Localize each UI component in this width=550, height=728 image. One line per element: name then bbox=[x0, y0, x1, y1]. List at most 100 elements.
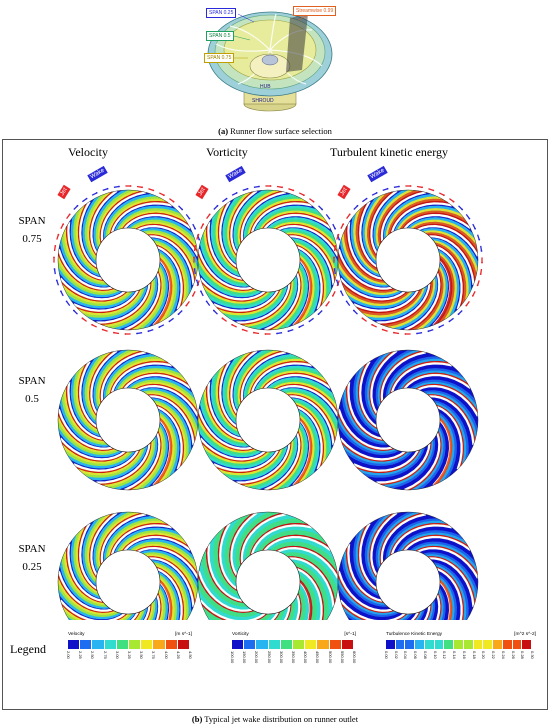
contour-disk bbox=[337, 349, 479, 491]
legend-tick-label: 100.00 bbox=[230, 651, 235, 664]
contour-band bbox=[158, 590, 164, 620]
runner-3d-illustration bbox=[207, 11, 333, 112]
contour-band bbox=[233, 350, 269, 411]
blade-edge bbox=[216, 289, 281, 314]
contour-band bbox=[158, 587, 166, 620]
legend-tick-label: 0.28 bbox=[520, 651, 526, 659]
row-label-span-05-l1: SPAN bbox=[18, 375, 46, 387]
contour-band bbox=[256, 530, 325, 552]
blade-edge bbox=[296, 566, 325, 620]
blade bbox=[370, 350, 398, 414]
blade-edge bbox=[249, 201, 308, 234]
contour-band bbox=[438, 409, 460, 477]
colorbar-cell bbox=[141, 640, 154, 649]
blade-edge bbox=[427, 234, 476, 281]
blade bbox=[376, 443, 431, 484]
blade bbox=[156, 406, 183, 470]
contour-band bbox=[287, 601, 294, 620]
blade-edge bbox=[275, 545, 338, 574]
blade bbox=[197, 570, 253, 612]
blade-edge bbox=[109, 201, 168, 234]
hub-hole bbox=[95, 227, 161, 293]
hub-hole bbox=[95, 549, 161, 615]
legend-tick-label: 0.24 bbox=[500, 651, 506, 659]
contour-band bbox=[158, 409, 180, 477]
rim-arrow-head bbox=[416, 332, 418, 335]
contour-band bbox=[202, 443, 270, 464]
contour-band bbox=[62, 443, 130, 464]
legend-tick-label: 0.08 bbox=[422, 651, 428, 659]
blade bbox=[155, 594, 161, 620]
contour-band bbox=[338, 426, 402, 457]
contour-band bbox=[64, 289, 133, 306]
contour-band bbox=[93, 512, 129, 573]
blade bbox=[137, 224, 199, 257]
blade-edge bbox=[337, 413, 395, 451]
rim-arrow-head bbox=[194, 245, 197, 247]
blade-edge bbox=[201, 442, 268, 462]
contour-band bbox=[342, 283, 410, 304]
blade bbox=[73, 449, 139, 472]
blade bbox=[390, 202, 452, 233]
rim-arrow-head bbox=[129, 185, 132, 187]
contour-band bbox=[82, 355, 100, 424]
blade bbox=[435, 594, 441, 620]
contour-band bbox=[298, 414, 315, 484]
blade-edge bbox=[147, 234, 196, 281]
colorbar-cell bbox=[473, 640, 484, 649]
contour-band bbox=[93, 350, 129, 411]
contour-band bbox=[77, 288, 143, 316]
contour-band bbox=[210, 534, 241, 599]
column-header-tke: Turbulent kinetic energy bbox=[330, 145, 448, 159]
blade bbox=[123, 213, 191, 229]
contour-band bbox=[269, 428, 304, 490]
blade bbox=[59, 437, 126, 461]
rim-arrow-head bbox=[298, 326, 301, 328]
legend-tick-label: 200.00 bbox=[254, 651, 260, 664]
contour-band bbox=[437, 569, 462, 620]
colorbar-cell bbox=[153, 640, 166, 649]
blade bbox=[100, 513, 147, 564]
blade bbox=[370, 190, 398, 254]
contour-band bbox=[58, 426, 122, 457]
rim-arrow-head bbox=[432, 189, 435, 192]
blade bbox=[296, 406, 323, 470]
blade bbox=[263, 213, 331, 229]
contour-band bbox=[67, 291, 136, 309]
contour-band bbox=[294, 242, 327, 306]
contour-band bbox=[158, 249, 180, 317]
rim-arrow-head bbox=[68, 213, 71, 216]
blade bbox=[79, 522, 98, 590]
blade-edge bbox=[409, 270, 442, 331]
contour-band bbox=[73, 368, 100, 435]
rim-arrow-head bbox=[191, 295, 194, 297]
contour-band bbox=[70, 534, 101, 599]
rim-arrow-head bbox=[325, 304, 328, 307]
contour-band bbox=[198, 582, 260, 617]
rim-arrow-head bbox=[212, 309, 215, 312]
rim-arrow-head bbox=[72, 309, 75, 312]
rim-arrow-head bbox=[198, 238, 201, 241]
row-label-span-075: SPAN 0.75 bbox=[12, 212, 52, 248]
contour-band bbox=[62, 605, 130, 620]
blade bbox=[359, 360, 378, 428]
contour-band bbox=[438, 254, 455, 324]
contour-band bbox=[357, 288, 423, 316]
contour-band bbox=[298, 587, 306, 620]
contour-band bbox=[355, 364, 379, 432]
contour-band bbox=[342, 605, 410, 620]
rim-arrow-head bbox=[365, 197, 368, 200]
legend-velocity-ticks: 2.00 2.25 2.50 2.75 3.00 3.25 3.50 3.75 4.00 4.25… bbox=[66, 651, 193, 671]
legend-tick-label: 4.00 bbox=[163, 651, 169, 659]
blade bbox=[207, 222, 243, 280]
rim-arrow-head bbox=[331, 295, 334, 297]
blade-edge bbox=[77, 364, 98, 430]
blade bbox=[124, 272, 161, 331]
contour-band bbox=[298, 571, 320, 620]
legend-tke-ticks: 0.00 0.02 0.04 0.06 0.08 0.10 0.12 0.14 0.16 0.18… bbox=[384, 651, 535, 671]
rim-arrow-head bbox=[225, 197, 228, 200]
contour-band bbox=[62, 283, 130, 304]
colorbar-cell bbox=[522, 640, 533, 649]
blade-edge bbox=[77, 526, 98, 592]
blade-edge bbox=[135, 383, 198, 412]
